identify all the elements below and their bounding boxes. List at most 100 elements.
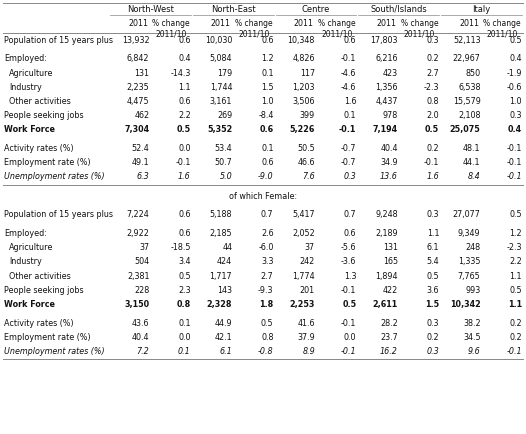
Text: 0.7: 0.7: [261, 210, 274, 219]
Text: 1.2: 1.2: [509, 229, 522, 238]
Text: 0.2: 0.2: [427, 144, 439, 153]
Text: 228: 228: [134, 286, 149, 295]
Text: 0.0: 0.0: [178, 333, 191, 342]
Text: North-West: North-West: [127, 4, 174, 13]
Text: Other activities: Other activities: [9, 272, 71, 281]
Text: 0.5: 0.5: [177, 125, 191, 134]
Text: 0.6: 0.6: [178, 210, 191, 219]
Text: Activity rates (%): Activity rates (%): [4, 319, 74, 328]
Text: -3.6: -3.6: [341, 257, 357, 266]
Text: 6,216: 6,216: [375, 54, 398, 63]
Text: 1,335: 1,335: [458, 257, 481, 266]
Text: -0.1: -0.1: [339, 125, 357, 134]
Text: -8.4: -8.4: [258, 111, 274, 120]
Text: -0.6: -0.6: [507, 83, 522, 92]
Text: 2,189: 2,189: [375, 229, 398, 238]
Text: 1.0: 1.0: [261, 97, 274, 106]
Text: 50.5: 50.5: [297, 144, 315, 153]
Text: -0.1: -0.1: [176, 158, 191, 167]
Text: 1,774: 1,774: [292, 272, 315, 281]
Text: 1,203: 1,203: [292, 83, 315, 92]
Text: 0.3: 0.3: [427, 319, 439, 328]
Text: -18.5: -18.5: [170, 243, 191, 252]
Text: 34.9: 34.9: [380, 158, 398, 167]
Text: 0.2: 0.2: [427, 333, 439, 342]
Text: 7,765: 7,765: [458, 272, 481, 281]
Text: 4,437: 4,437: [375, 97, 398, 106]
Text: 6,538: 6,538: [458, 83, 481, 92]
Text: 242: 242: [300, 257, 315, 266]
Text: -0.7: -0.7: [341, 144, 357, 153]
Text: 0.3: 0.3: [427, 347, 439, 356]
Text: 3,150: 3,150: [124, 300, 149, 309]
Text: -0.8: -0.8: [258, 347, 274, 356]
Text: 0.5: 0.5: [425, 125, 439, 134]
Text: 0.3: 0.3: [427, 210, 439, 219]
Text: 0.6: 0.6: [261, 36, 274, 45]
Text: 22,967: 22,967: [453, 54, 481, 63]
Text: 8.9: 8.9: [302, 347, 315, 356]
Text: -4.6: -4.6: [341, 69, 357, 78]
Text: 0.6: 0.6: [261, 158, 274, 167]
Text: 2,052: 2,052: [292, 229, 315, 238]
Text: 43.6: 43.6: [132, 319, 149, 328]
Text: 1,744: 1,744: [210, 83, 232, 92]
Text: 2.6: 2.6: [261, 229, 274, 238]
Text: 1.1: 1.1: [510, 272, 522, 281]
Text: Unemployment rates (%): Unemployment rates (%): [4, 172, 105, 181]
Text: 6.1: 6.1: [427, 243, 439, 252]
Text: 0.6: 0.6: [344, 229, 357, 238]
Text: 2011: 2011: [211, 19, 231, 28]
Text: 5,226: 5,226: [290, 125, 315, 134]
Text: 143: 143: [217, 286, 232, 295]
Text: 40.4: 40.4: [380, 144, 398, 153]
Text: 53.4: 53.4: [215, 144, 232, 153]
Text: 201: 201: [300, 286, 315, 295]
Text: -2.3: -2.3: [507, 243, 522, 252]
Text: 2.7: 2.7: [427, 69, 439, 78]
Text: 1.5: 1.5: [261, 83, 274, 92]
Text: -0.1: -0.1: [507, 347, 522, 356]
Text: 10,030: 10,030: [205, 36, 232, 45]
Text: 23.7: 23.7: [380, 333, 398, 342]
Text: 38.2: 38.2: [463, 319, 481, 328]
Text: 0.8: 0.8: [427, 97, 439, 106]
Text: 0.1: 0.1: [261, 69, 274, 78]
Text: 2011: 2011: [294, 19, 313, 28]
Text: -0.1: -0.1: [507, 158, 522, 167]
Text: Employment rate (%): Employment rate (%): [4, 158, 90, 167]
Text: 0.4: 0.4: [510, 54, 522, 63]
Text: 5.4: 5.4: [427, 257, 439, 266]
Text: 3.3: 3.3: [261, 257, 274, 266]
Text: 44: 44: [222, 243, 232, 252]
Text: 993: 993: [466, 286, 481, 295]
Text: Work Force: Work Force: [4, 125, 55, 134]
Text: 49.1: 49.1: [132, 158, 149, 167]
Text: Activity rates (%): Activity rates (%): [4, 144, 74, 153]
Text: 399: 399: [300, 111, 315, 120]
Text: 1.2: 1.2: [261, 54, 274, 63]
Text: 44.1: 44.1: [463, 158, 481, 167]
Text: 7.2: 7.2: [137, 347, 149, 356]
Text: -0.1: -0.1: [507, 144, 522, 153]
Text: -0.1: -0.1: [341, 347, 357, 356]
Text: 0.5: 0.5: [427, 272, 439, 281]
Text: 9,248: 9,248: [375, 210, 398, 219]
Text: % change
2011/10: % change 2011/10: [483, 19, 521, 38]
Text: 0.3: 0.3: [427, 36, 439, 45]
Text: 3,161: 3,161: [210, 97, 232, 106]
Text: 2,185: 2,185: [209, 229, 232, 238]
Text: -1.9: -1.9: [507, 69, 522, 78]
Text: 37: 37: [139, 243, 149, 252]
Text: 1.1: 1.1: [178, 83, 191, 92]
Text: South/Islands: South/Islands: [370, 4, 427, 13]
Text: 131: 131: [135, 69, 149, 78]
Text: 1,894: 1,894: [375, 272, 398, 281]
Text: -5.6: -5.6: [341, 243, 357, 252]
Text: -0.1: -0.1: [507, 172, 522, 181]
Text: 0.3: 0.3: [510, 111, 522, 120]
Text: 0.5: 0.5: [509, 210, 522, 219]
Text: 2,108: 2,108: [458, 111, 481, 120]
Text: % change
2011/10: % change 2011/10: [235, 19, 272, 38]
Text: 2011: 2011: [377, 19, 397, 28]
